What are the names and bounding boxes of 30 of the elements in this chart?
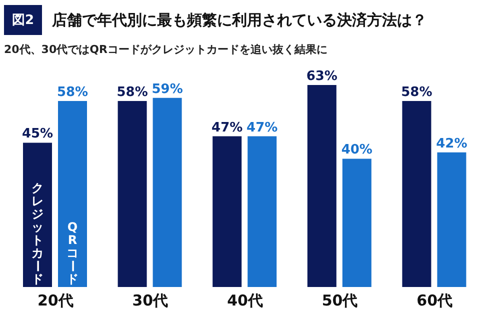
x-tick-label: 20代 <box>37 292 74 310</box>
data-label: 63% <box>306 69 338 84</box>
bar <box>342 158 372 287</box>
bar <box>437 152 466 287</box>
bar <box>212 136 242 287</box>
data-label: 58% <box>56 85 88 100</box>
x-tick-label: 50代 <box>322 292 358 310</box>
data-label: 45% <box>22 126 54 142</box>
series-label: QRコード <box>66 220 80 286</box>
data-label: 40% <box>341 142 372 158</box>
bar <box>402 101 432 287</box>
data-label: 42% <box>436 136 468 152</box>
caption: 図2 <box>4 5 42 35</box>
bar <box>152 98 182 287</box>
data-label: 59% <box>152 82 183 97</box>
data-label: 58% <box>116 85 148 100</box>
chart-subtitle: 20代、30代ではQRコードがクレジットカードを追い抜く結果に <box>4 42 328 57</box>
bar <box>118 101 147 287</box>
data-label: 47% <box>246 120 278 136</box>
series-label: クレジットカード <box>30 181 44 286</box>
bar <box>58 101 87 287</box>
data-label: 47% <box>212 120 243 136</box>
x-tick-label: 30代 <box>132 292 168 310</box>
bar <box>248 136 277 287</box>
x-tick-label: 60代 <box>416 292 453 310</box>
bar <box>23 142 52 287</box>
x-tick-label: 40代 <box>227 292 263 310</box>
chart-title: 店舗で年代別に最も頻繁に利用されている決済方法は？ <box>52 10 428 30</box>
bar <box>307 85 336 287</box>
data-label: 58% <box>401 85 432 100</box>
